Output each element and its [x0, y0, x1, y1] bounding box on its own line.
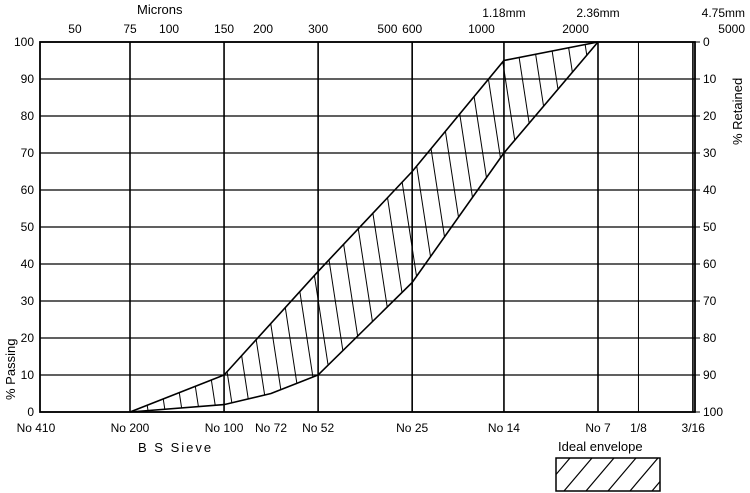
y-tick-label-left: 70	[21, 146, 35, 160]
y-tick-label-left: 30	[21, 294, 35, 308]
top-tick-label: 150	[214, 22, 234, 36]
y-tick-label-left: 0	[27, 405, 34, 419]
top-tick-label: 4.75mm	[702, 6, 745, 20]
y-tick-label-left: 90	[21, 72, 35, 86]
bottom-tick-label: No 7	[585, 421, 611, 435]
legend-hatch-line	[556, 458, 571, 476]
top-tick-label: 1000	[468, 22, 495, 36]
legend-hatch-line	[629, 458, 659, 491]
y-tick-label-left: 50	[21, 220, 35, 234]
y-tick-label-right: 0	[703, 35, 710, 49]
bottom-tick-label: No 72	[255, 421, 287, 435]
y-tick-label-right: 60	[703, 257, 717, 271]
left-axis: 0 10 20 30 40 50 60 70 80 90 100	[14, 35, 34, 419]
top-tick-label: 600	[402, 22, 422, 36]
top-tick-label: 2000	[562, 22, 589, 36]
y-tick-label-left: 40	[21, 257, 35, 271]
upper-limit-line	[129, 41, 599, 413]
top-tick-label: 500	[377, 22, 397, 36]
top-axis-title: Microns	[137, 2, 183, 17]
top-tick-label: 300	[308, 22, 328, 36]
y-tick-label-right: 50	[703, 220, 717, 234]
top-tick-label: 5000	[718, 22, 745, 36]
y-tick-label-right: 90	[703, 368, 717, 382]
bottom-tick-label: No 100	[205, 421, 244, 435]
bottom-tick-label: No 25	[396, 421, 428, 435]
bottom-axis-title: B S Sieve	[138, 440, 213, 455]
y-tick-label-left: 10	[21, 368, 35, 382]
legend-hatch-line	[563, 458, 593, 491]
y-tick-label-right: 100	[703, 405, 723, 419]
bottom-tick-label: No 14	[488, 421, 520, 435]
bottom-tick-label: No 410	[17, 421, 56, 435]
bottom-tick-label: No 52	[302, 421, 334, 435]
y-tick-label-left: 60	[21, 183, 35, 197]
y-tick-label-right: 20	[703, 109, 717, 123]
y-tick-label-right: 10	[703, 72, 717, 86]
legend-hatch-line	[674, 458, 702, 491]
legend: Ideal envelope	[520, 439, 702, 492]
lower-limit-line	[129, 41, 599, 413]
top-tick-label: 1.18mm	[482, 6, 525, 20]
bottom-tick-label: 3/16	[682, 421, 706, 435]
legend-hatch-line	[520, 458, 548, 491]
y-tick-label-left: 100	[14, 35, 34, 49]
bottom-tick-label: No 200	[111, 421, 150, 435]
y-tick-label-right: 80	[703, 331, 717, 345]
top-tick-label: 50	[68, 22, 82, 36]
legend-hatch-line	[585, 458, 615, 491]
legend-label: Ideal envelope	[558, 439, 643, 454]
y-tick-label-left: 20	[21, 331, 35, 345]
bottom-axis: No 410 No 200 No 100 No 72 No 52 No 25 No 14 No…	[17, 421, 706, 435]
bottom-tick-label: 1/8	[630, 421, 647, 435]
top-tick-label: 200	[253, 22, 273, 36]
y-tick-label-left: 80	[21, 109, 35, 123]
top-axis: 50 75 100 150 200 300 500 600 1000 1.18mm 2000 2.36…	[68, 6, 745, 36]
top-tick-label: 75	[123, 22, 137, 36]
y-tick-label-right: 40	[703, 183, 717, 197]
grid	[40, 41, 695, 413]
left-axis-title: % Passing	[3, 339, 18, 400]
legend-hatch-line	[607, 458, 637, 491]
y-tick-label-right: 30	[703, 146, 717, 160]
legend-hatch-line	[651, 480, 660, 491]
top-tick-label: 2.36mm	[576, 6, 619, 20]
top-tick-label: 100	[159, 22, 179, 36]
y-tick-label-right: 70	[703, 294, 717, 308]
right-axis-title: % Retained	[730, 78, 745, 145]
